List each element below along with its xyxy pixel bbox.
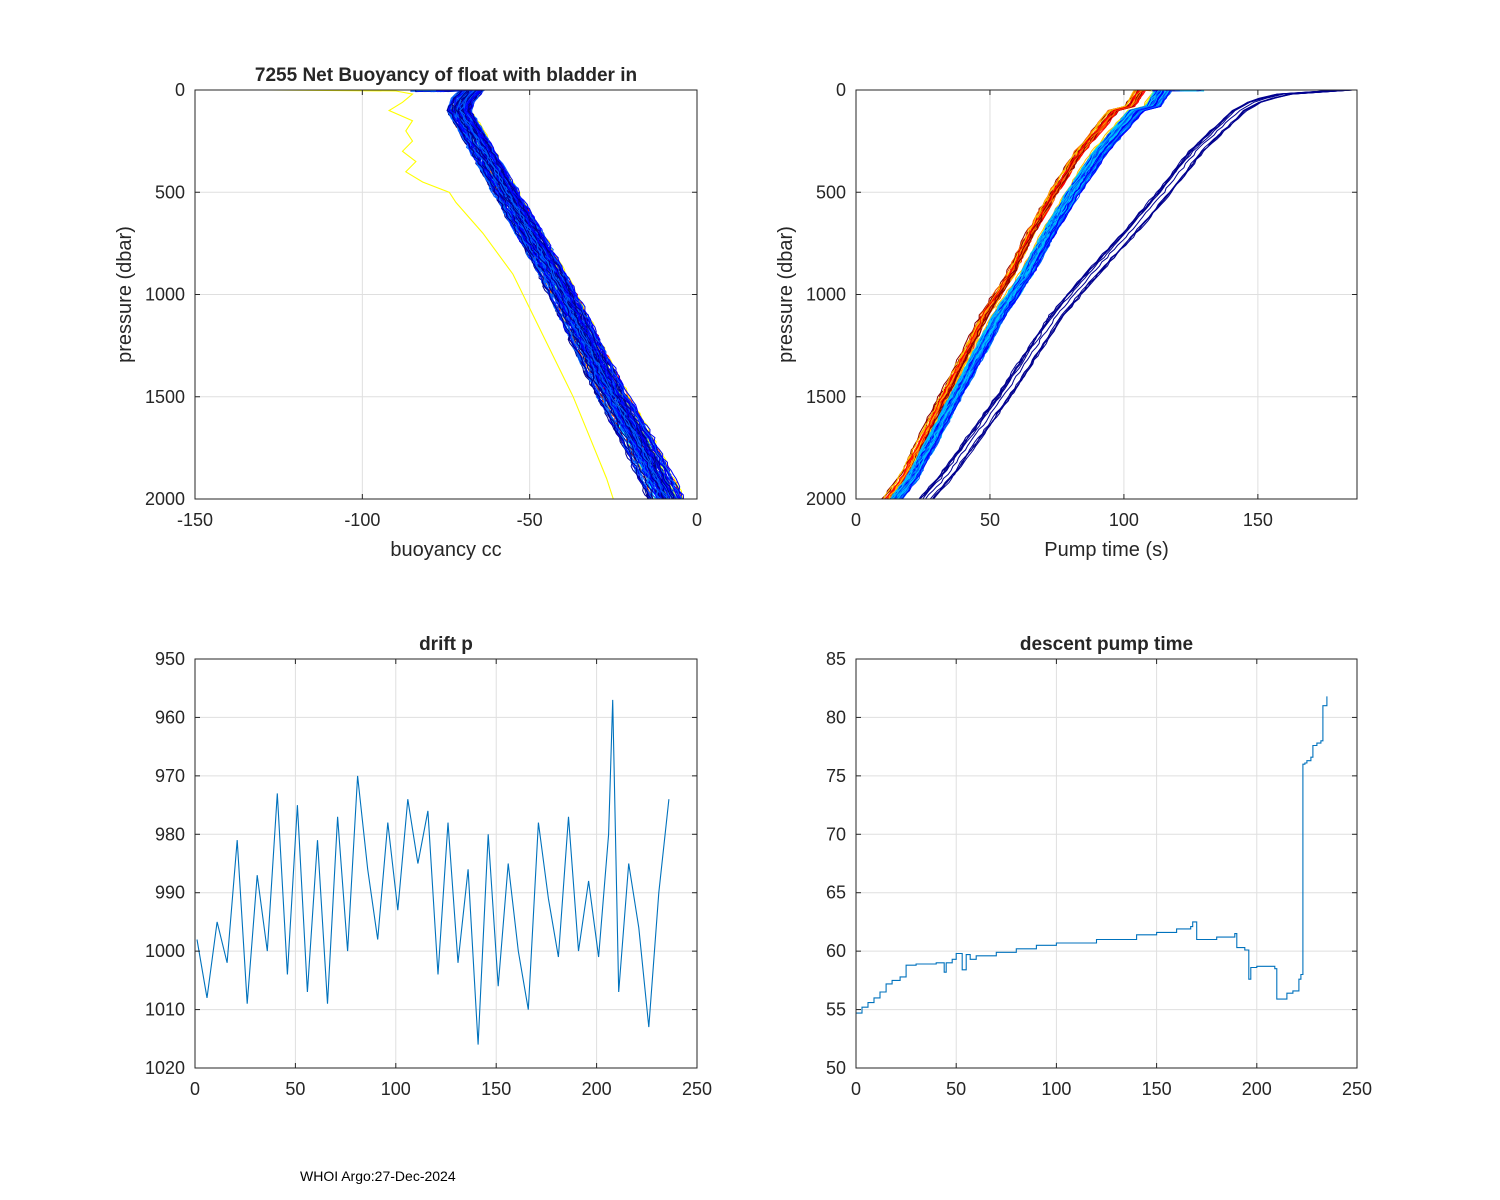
descent-plot-area <box>856 659 1357 1068</box>
drift-series-group <box>196 699 670 1045</box>
pumptime-late-profile-line <box>918 90 1340 499</box>
buoyancy-ytick-label: 1000 <box>145 285 185 305</box>
drift-axes: 0 50 100 150 200 250 950 960 970 980 990 1000 1010 10… <box>145 634 712 1099</box>
buoyancy-xtick-label: -100 <box>344 510 380 530</box>
drift-ytick-label: 980 <box>155 824 185 844</box>
descent-xtick-label: 50 <box>946 1079 966 1099</box>
buoyancy-profile-line <box>415 90 664 499</box>
pumptime-late-profile-line <box>922 90 1343 499</box>
pumptime-xtick-label: 50 <box>980 510 1000 530</box>
pumptime-ytick-label: 2000 <box>806 489 846 509</box>
pumptime-profile-line <box>892 90 1197 499</box>
pumptime-ytick-label: 0 <box>836 80 846 100</box>
drift-ytick-label: 960 <box>155 707 185 727</box>
buoyancy-xtick-label: -150 <box>177 510 213 530</box>
pumptime-profile-line <box>884 90 1202 499</box>
buoyancy-profile-line <box>419 90 674 499</box>
buoyancy-profile-line <box>444 90 675 499</box>
descent-ytick-label: 50 <box>826 1058 846 1078</box>
buoyancy-profile-line <box>422 90 669 499</box>
descent-xtick-label: 150 <box>1142 1079 1172 1099</box>
footer-stamp: WHOI Argo:27-Dec-2024 <box>300 1168 456 1184</box>
pumptime-late-profile-line <box>925 90 1347 499</box>
descent-series-group <box>856 696 1328 1014</box>
buoyancy-profile-line <box>442 90 659 499</box>
pumptime-ytick-label: 1000 <box>806 285 846 305</box>
drift-xtick-label: 50 <box>285 1079 305 1099</box>
buoyancy-series-group <box>268 90 685 499</box>
buoyancy-axes: -150 -100 -50 0 0 500 1000 1500 2000 7255 Net Buo… <box>114 65 702 561</box>
buoyancy-ytick-label: 500 <box>155 182 185 202</box>
drift-series-line <box>196 699 670 1045</box>
pumptime-xtick-label: 100 <box>1109 510 1139 530</box>
descent-xtick-label: 250 <box>1342 1079 1372 1099</box>
buoyancy-xlabel: buoyancy cc <box>390 539 501 561</box>
drift-ytick-label: 990 <box>155 883 185 903</box>
buoyancy-profile-line <box>442 90 652 499</box>
descent-ytick-label: 80 <box>826 707 846 727</box>
pumptime-series-group <box>881 90 1353 499</box>
drift-title: drift p <box>419 634 473 655</box>
pumptime-late-profile-line <box>929 90 1353 499</box>
drift-ytick-label: 1010 <box>145 1000 185 1020</box>
drift-ytick-label: 950 <box>155 649 185 669</box>
pumptime-xlabel: Pump time (s) <box>1044 539 1168 561</box>
buoyancy-profile-line <box>416 90 671 499</box>
pumptime-profile-line <box>893 90 1161 499</box>
descent-ytick-label: 65 <box>826 883 846 903</box>
drift-plot-area <box>195 659 697 1068</box>
buoyancy-profile-line <box>437 90 682 499</box>
buoyancy-ytick-label: 1500 <box>145 387 185 407</box>
buoyancy-outlier-line <box>268 90 614 499</box>
drift-xtick-label: 150 <box>481 1079 511 1099</box>
drift-xtick-label: 100 <box>381 1079 411 1099</box>
buoyancy-ytick-label: 0 <box>175 80 185 100</box>
buoyancy-ylabel: pressure (dbar) <box>114 226 136 363</box>
buoyancy-title: 7255 Net Buoyancy of float with bladder … <box>255 65 637 86</box>
drift-ytick-label: 1000 <box>145 941 185 961</box>
buoyancy-xtick-label: -50 <box>517 510 543 530</box>
drift-ytick-label: 1020 <box>145 1058 185 1078</box>
pumptime-late-profile-line <box>919 90 1340 499</box>
drift-frame <box>194 658 698 1069</box>
descent-ytick-label: 60 <box>826 941 846 961</box>
descent-ytick-label: 85 <box>826 649 846 669</box>
descent-frame <box>855 658 1358 1069</box>
buoyancy-profile-line <box>411 90 662 499</box>
descent-ytick-label: 55 <box>826 1000 846 1020</box>
descent-title: descent pump time <box>1020 634 1193 655</box>
descent-xtick-label: 200 <box>1242 1079 1272 1099</box>
buoyancy-ytick-label: 2000 <box>145 489 185 509</box>
drift-xtick-label: 250 <box>682 1079 712 1099</box>
buoyancy-xtick-label: 0 <box>692 510 702 530</box>
pumptime-xtick-label: 150 <box>1243 510 1273 530</box>
pumptime-profile-line <box>890 90 1157 499</box>
pumptime-ylabel: pressure (dbar) <box>775 226 797 363</box>
buoyancy-profile-line <box>429 90 663 499</box>
descent-xtick-label: 0 <box>851 1079 861 1099</box>
pumptime-ytick-label: 500 <box>816 182 846 202</box>
descent-ytick-label: 70 <box>826 824 846 844</box>
pumptime-xtick-label: 0 <box>851 510 861 530</box>
drift-xtick-label: 200 <box>582 1079 612 1099</box>
drift-ytick-label: 970 <box>155 766 185 786</box>
pumptime-ytick-label: 1500 <box>806 387 846 407</box>
pumptime-profile-line <box>885 90 1181 499</box>
pumptime-profile-line <box>900 90 1172 499</box>
pumptime-profile-line <box>888 90 1156 499</box>
pumptime-profile-line <box>901 90 1175 499</box>
descent-ytick-label: 75 <box>826 766 846 786</box>
descent-xtick-label: 100 <box>1041 1079 1071 1099</box>
descent-series-line <box>856 696 1328 1014</box>
buoyancy-profile-line <box>435 90 685 499</box>
drift-xtick-label: 0 <box>190 1079 200 1099</box>
pumptime-profile-line <box>895 90 1191 499</box>
